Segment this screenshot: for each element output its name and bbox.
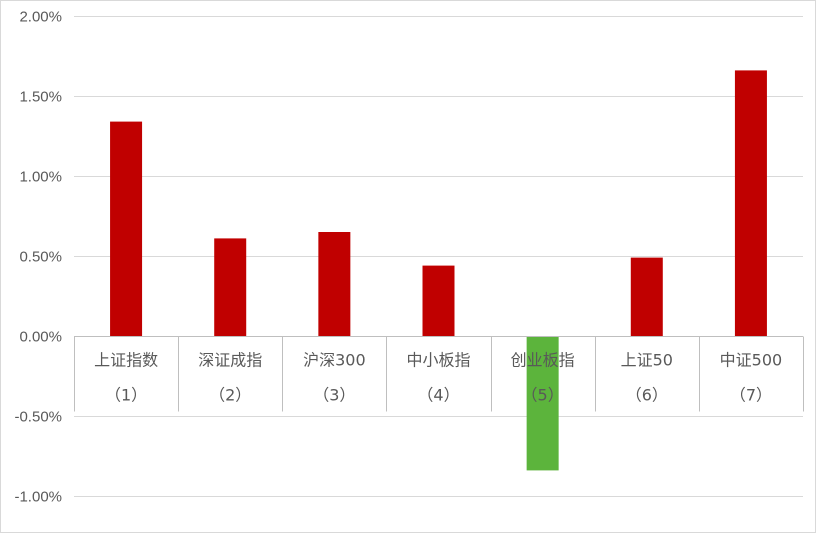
category-index-label: （4） bbox=[417, 386, 459, 405]
category-index-label: （5） bbox=[522, 386, 564, 405]
bar bbox=[526, 336, 559, 471]
category-index-label: （2） bbox=[209, 386, 251, 405]
bar bbox=[630, 257, 663, 336]
y-tick-label: 0.50% bbox=[19, 249, 62, 266]
y-tick-label: 1.50% bbox=[19, 89, 62, 106]
bar bbox=[318, 232, 351, 336]
category-index-label: （7） bbox=[730, 386, 772, 405]
category-axis bbox=[74, 336, 804, 412]
category-label: 沪深300 bbox=[303, 351, 366, 370]
y-axis-ticks: 2.00% 1.50% 1.00% 0.50% 0.00% -0.50% -1.00% bbox=[14, 9, 62, 506]
category-index-label: （3） bbox=[313, 386, 355, 405]
gridlines bbox=[74, 16, 803, 497]
y-tick-label: -0.50% bbox=[14, 409, 62, 426]
bar bbox=[422, 265, 455, 336]
y-tick-label: -1.00% bbox=[14, 489, 62, 506]
bars bbox=[110, 70, 767, 471]
category-index-label: （6） bbox=[626, 386, 668, 405]
category-label: 上证50 bbox=[621, 351, 673, 370]
bar bbox=[734, 70, 767, 337]
category-labels: 上证指数 （1） 深证成指 （2） 沪深300 （3） 中小板指 （4） 创业板指 （5） 上证50… bbox=[94, 351, 782, 405]
category-label: 中小板指 bbox=[406, 351, 470, 370]
y-tick-label: 0.00% bbox=[19, 329, 62, 346]
y-tick-label: 2.00% bbox=[19, 9, 62, 26]
category-label: 中证500 bbox=[720, 351, 783, 370]
category-label: 上证指数 bbox=[94, 351, 158, 370]
bar bbox=[110, 121, 143, 336]
category-label: 创业板指 bbox=[511, 351, 575, 370]
category-label: 深证成指 bbox=[198, 351, 262, 370]
y-tick-label: 1.00% bbox=[19, 169, 62, 186]
category-index-label: （1） bbox=[105, 386, 147, 405]
bar bbox=[214, 238, 247, 336]
